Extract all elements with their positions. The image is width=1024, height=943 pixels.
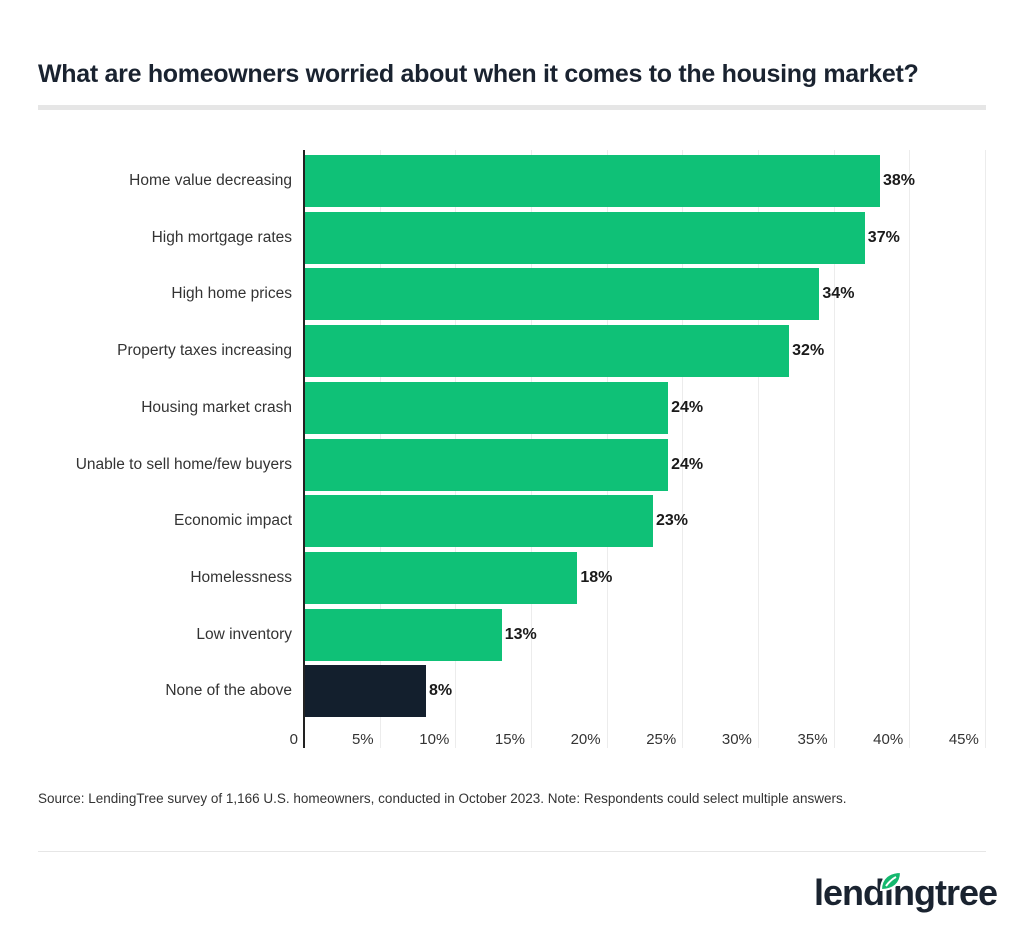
value-label: 24% bbox=[671, 455, 704, 473]
value-label: 13% bbox=[504, 625, 537, 643]
x-tick-label: 5% bbox=[351, 731, 374, 748]
category-label: High home prices bbox=[171, 285, 292, 303]
bar bbox=[305, 268, 820, 321]
x-tick-label: 45% bbox=[948, 731, 979, 748]
bar bbox=[305, 438, 669, 491]
value-label: 37% bbox=[867, 228, 900, 246]
chart-title: What are homeowners worried about when i… bbox=[38, 60, 919, 88]
value-label: 8% bbox=[429, 682, 453, 700]
category-label: Economic impact bbox=[173, 512, 292, 530]
gridline bbox=[909, 150, 911, 748]
x-tick-label: 25% bbox=[646, 731, 677, 748]
value-label: 24% bbox=[671, 398, 704, 416]
x-tick-label: 40% bbox=[873, 731, 904, 748]
x-tick-label: 30% bbox=[721, 731, 752, 748]
value-label: 18% bbox=[580, 568, 613, 586]
leaf-icon bbox=[879, 870, 903, 892]
x-tick-label: 0 bbox=[289, 731, 298, 748]
x-tick-label: 10% bbox=[419, 731, 450, 748]
footer-divider bbox=[38, 851, 986, 852]
title-divider bbox=[38, 105, 986, 110]
category-label: Property taxes increasing bbox=[117, 342, 292, 360]
gridline bbox=[833, 150, 835, 748]
category-label: None of the above bbox=[165, 682, 292, 700]
gridline bbox=[984, 150, 986, 748]
category-label: Homelessness bbox=[190, 568, 292, 586]
x-tick-label: 20% bbox=[570, 731, 601, 748]
category-label: Home value decreasing bbox=[129, 172, 292, 189]
category-label: Low inventory bbox=[196, 625, 292, 643]
bar bbox=[305, 325, 790, 378]
lendingtree-logo: lendingtree bbox=[814, 872, 998, 913]
value-label: 38% bbox=[882, 172, 915, 189]
bar bbox=[305, 665, 427, 718]
source-note: Source: LendingTree survey of 1,166 U.S.… bbox=[38, 791, 847, 806]
value-label: 32% bbox=[792, 342, 825, 360]
gridline bbox=[757, 150, 759, 748]
bar bbox=[305, 211, 865, 264]
bar bbox=[305, 608, 502, 661]
bar bbox=[305, 551, 578, 604]
y-axis-line bbox=[303, 150, 305, 748]
x-tick-label: 35% bbox=[797, 731, 828, 748]
bar bbox=[305, 155, 880, 207]
bar bbox=[305, 381, 669, 434]
x-tick-label: 15% bbox=[494, 731, 525, 748]
category-label: High mortgage rates bbox=[151, 228, 292, 246]
category-label: Housing market crash bbox=[141, 398, 292, 416]
value-label: 34% bbox=[822, 285, 855, 303]
gridline bbox=[682, 150, 684, 748]
category-label: Unable to sell home/few buyers bbox=[75, 455, 292, 473]
bar bbox=[305, 495, 653, 548]
value-label: 23% bbox=[655, 512, 689, 530]
